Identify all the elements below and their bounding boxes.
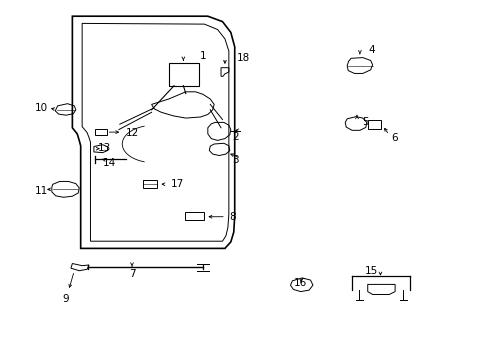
- Text: 18: 18: [237, 53, 250, 63]
- Text: 1: 1: [199, 51, 206, 61]
- Text: 16: 16: [293, 278, 307, 288]
- Bar: [168, 63, 199, 86]
- Text: 15: 15: [364, 266, 378, 276]
- Bar: [184, 212, 204, 220]
- Text: 14: 14: [102, 158, 116, 168]
- Text: 5: 5: [362, 117, 368, 127]
- Bar: [142, 180, 157, 188]
- Text: 10: 10: [35, 103, 48, 113]
- Bar: [95, 129, 107, 135]
- Bar: [367, 120, 381, 129]
- Text: 7: 7: [128, 269, 135, 279]
- Text: 2: 2: [232, 132, 239, 142]
- Text: 8: 8: [228, 212, 235, 222]
- Text: 3: 3: [232, 155, 239, 165]
- Text: 13: 13: [98, 143, 111, 153]
- Text: 6: 6: [390, 132, 397, 143]
- Text: 17: 17: [171, 179, 184, 189]
- Text: 9: 9: [62, 294, 69, 304]
- Text: 11: 11: [35, 186, 48, 196]
- Text: 4: 4: [367, 45, 374, 55]
- Text: 12: 12: [126, 128, 139, 138]
